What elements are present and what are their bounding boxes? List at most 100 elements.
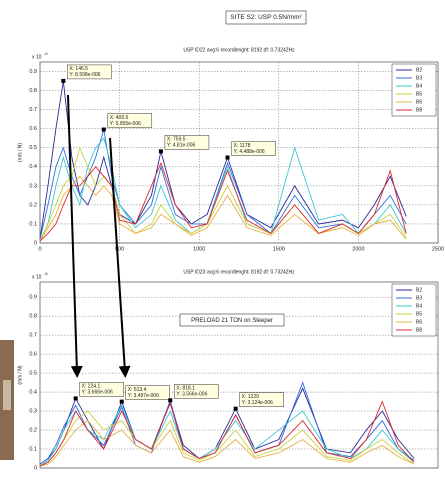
datatip-text: Y: 4.488e-006 — [234, 149, 265, 155]
y-axis-label: (m/s / N) — [17, 365, 23, 384]
datatip-marker — [73, 396, 78, 401]
datatip-text: Y: 3.566e-006 — [176, 392, 207, 398]
series-line — [39, 175, 407, 242]
y-tick-label: 0.3 — [29, 183, 37, 189]
y-tick-label: 0.1 — [29, 446, 37, 452]
y-tick-label: 0.2 — [29, 202, 37, 208]
photo-detail — [3, 380, 11, 410]
datatip-text: X: 513.4 — [128, 387, 147, 393]
legend-label: B3 — [416, 75, 422, 81]
y-tick-label: 0.1 — [29, 221, 37, 227]
series-line — [39, 419, 415, 467]
x-tick-label: 1000 — [193, 246, 205, 252]
page-title: SITE S2: USP 0.5N/mm² — [230, 14, 302, 21]
y-tick-label: 0.4 — [29, 164, 37, 170]
legend-label: B5 — [416, 91, 422, 97]
arrow — [109, 137, 131, 378]
chart-title: USP ID22 avg:6 recordlenght: 8192 df: 0.… — [183, 47, 295, 53]
y-tick-label: 0.2 — [29, 427, 37, 433]
legend-label: B8 — [416, 327, 422, 333]
datatip-box — [173, 384, 219, 399]
datatip-marker — [101, 127, 106, 132]
chart: USP ID22 avg:6 recordlenght: 8192 df: 0.… — [17, 47, 444, 252]
datatip-marker — [61, 78, 66, 83]
datatip-box — [79, 382, 124, 397]
y-tick-label: 0.6 — [29, 352, 37, 358]
datatip-text: Y: 8.508e-006 — [69, 72, 100, 78]
datatip-marker — [168, 398, 173, 403]
plot-area — [39, 281, 439, 469]
legend-box — [391, 63, 437, 117]
y-multiplier: x 10 — [32, 54, 42, 60]
y-tick-label: 0.5 — [29, 371, 37, 377]
legend-label: B3 — [416, 295, 422, 301]
arrows — [67, 94, 131, 378]
datatip-text: X: 1178 — [234, 143, 251, 149]
legend-label: B4 — [416, 83, 422, 89]
chart-title: USP ID23 avg:6 recordlenght: 8192 df: 0.… — [183, 269, 295, 275]
y-axis-label: (m/s / N) — [17, 143, 23, 162]
datatip-box — [239, 392, 284, 407]
datatip-marker — [233, 406, 238, 411]
datatip-marker — [158, 149, 163, 154]
y-tick-label: 0 — [34, 465, 37, 471]
datatip-box — [125, 385, 170, 400]
datatip-text: X: 1229 — [242, 394, 259, 400]
legend-label: B6 — [416, 319, 422, 325]
page-title-box — [225, 10, 307, 25]
y-tick-label: 0 — [34, 240, 37, 246]
x-tick-label: 0 — [38, 246, 41, 252]
legend-label: B6 — [416, 99, 422, 105]
datatip-text: Y: 3.124e-006 — [242, 400, 273, 406]
datatip-text: X: 759.5 — [167, 137, 186, 143]
note-box — [179, 313, 285, 327]
y-tick-label: 0.9 — [29, 69, 37, 75]
datatip-text: Y: 5.955e-006 — [110, 121, 141, 127]
y-multiplier-exp: -6 — [44, 51, 48, 56]
legend-label: B4 — [416, 303, 422, 309]
series-line — [39, 410, 415, 467]
legend-box — [391, 283, 437, 337]
arrow — [67, 94, 83, 378]
y-tick-label: 0.3 — [29, 409, 37, 415]
y-tick-label: 0.5 — [29, 145, 37, 151]
datatip-text: Y: 4.81e-006 — [167, 143, 196, 149]
series-line — [39, 161, 407, 242]
y-tick-label: 0.8 — [29, 88, 37, 94]
datatip-text: X: 818.1 — [176, 386, 195, 392]
datatip-text: Y: 3.666e-006 — [82, 390, 113, 396]
series-line — [39, 400, 415, 467]
x-tick-label: 500 — [115, 246, 124, 252]
legend-label: B5 — [416, 311, 422, 317]
x-tick-label: 2000 — [352, 246, 364, 252]
x-tick-label: 2500 — [432, 246, 444, 252]
datatip-marker — [225, 155, 230, 160]
y-multiplier: x 10 — [32, 274, 42, 280]
datatip-text: X: 146.5 — [69, 66, 88, 72]
x-tick-label: 1500 — [273, 246, 285, 252]
series-line — [39, 137, 407, 242]
y-tick-label: 0.4 — [29, 390, 37, 396]
datatip-box — [67, 64, 112, 80]
datatip-text: X: 224.1 — [82, 384, 101, 390]
charts: USP ID22 avg:6 recordlenght: 8192 df: 0.… — [17, 47, 444, 471]
legend-label: B2 — [416, 67, 422, 73]
legend-label: B8 — [416, 107, 422, 113]
y-multiplier-exp: -6 — [44, 271, 48, 276]
y-tick-label: 0.9 — [29, 295, 37, 301]
legend-label: B2 — [416, 287, 422, 293]
y-tick-label: 0.7 — [29, 333, 37, 339]
y-tick-label: 0.6 — [29, 126, 37, 132]
datatip-text: Y: 3.497e-006 — [128, 393, 159, 399]
y-tick-label: 0.8 — [29, 314, 37, 320]
y-tick-label: 0.7 — [29, 107, 37, 113]
datatip-text: X: 400.6 — [110, 115, 129, 121]
datatip-box — [231, 141, 276, 156]
datatip-box — [164, 135, 210, 150]
datatip-marker — [119, 399, 124, 404]
chart: USP ID23 avg:6 recordlenght: 8192 df: 0.… — [17, 269, 439, 471]
note: PRELOAD 21 TON on Sleeper — [191, 318, 273, 324]
datatip-box — [107, 113, 153, 128]
series-line — [39, 387, 415, 465]
